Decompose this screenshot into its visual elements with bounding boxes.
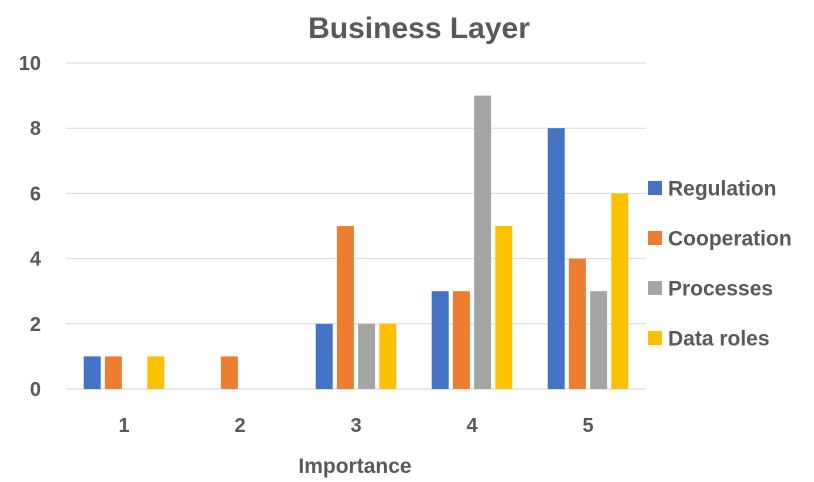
legend-label: Data roles	[668, 328, 770, 351]
bar-data-roles-5	[611, 193, 629, 389]
legend-swatch-regulation	[648, 181, 662, 195]
x-tick-label: 5	[582, 415, 593, 437]
legend-label: Processes	[668, 278, 773, 301]
bar-processes-3	[358, 323, 376, 389]
bar-cooperation-4	[452, 291, 470, 389]
y-tick-label: 8	[30, 118, 41, 140]
bar-regulation-3	[315, 323, 333, 389]
bar-data-roles-1	[147, 356, 165, 389]
x-axis-ticks: 1 2 3 4 5	[118, 415, 593, 437]
y-tick-label: 10	[19, 53, 41, 75]
y-tick-label: 6	[30, 183, 41, 205]
x-axis-label: Importance	[298, 455, 411, 478]
bar-cooperation-1	[104, 356, 122, 389]
x-tick-label: 3	[350, 415, 361, 437]
legend-swatch-data-roles	[648, 331, 662, 345]
bar-regulation-4	[431, 291, 449, 389]
legend-swatch-processes	[648, 281, 662, 295]
y-tick-label: 2	[30, 314, 41, 336]
bar-processes-4	[474, 95, 492, 389]
legend-swatch-cooperation	[648, 231, 662, 245]
x-tick-label: 1	[118, 415, 129, 437]
bar-regulation-1	[83, 356, 101, 389]
x-tick-label: 2	[234, 415, 245, 437]
y-tick-label: 4	[30, 249, 42, 271]
y-axis-ticks: 0 2 4 6 8 10	[19, 53, 42, 401]
bar-regulation-5	[547, 128, 565, 389]
bar-data-roles-4	[495, 226, 513, 389]
bar-data-roles-3	[379, 323, 397, 389]
legend: Regulation Cooperation Processes Data roles	[648, 178, 792, 351]
chart-title: Business Layer	[308, 12, 530, 45]
bar-cooperation-5	[568, 258, 586, 389]
bar-processes-5	[590, 291, 608, 389]
legend-label: Regulation	[668, 178, 777, 201]
bar-cooperation-3	[336, 226, 354, 389]
x-tick-label: 4	[466, 415, 478, 437]
bars	[83, 95, 629, 389]
bar-cooperation-2	[220, 356, 238, 389]
y-tick-label: 0	[30, 379, 41, 401]
legend-label: Cooperation	[668, 228, 792, 251]
